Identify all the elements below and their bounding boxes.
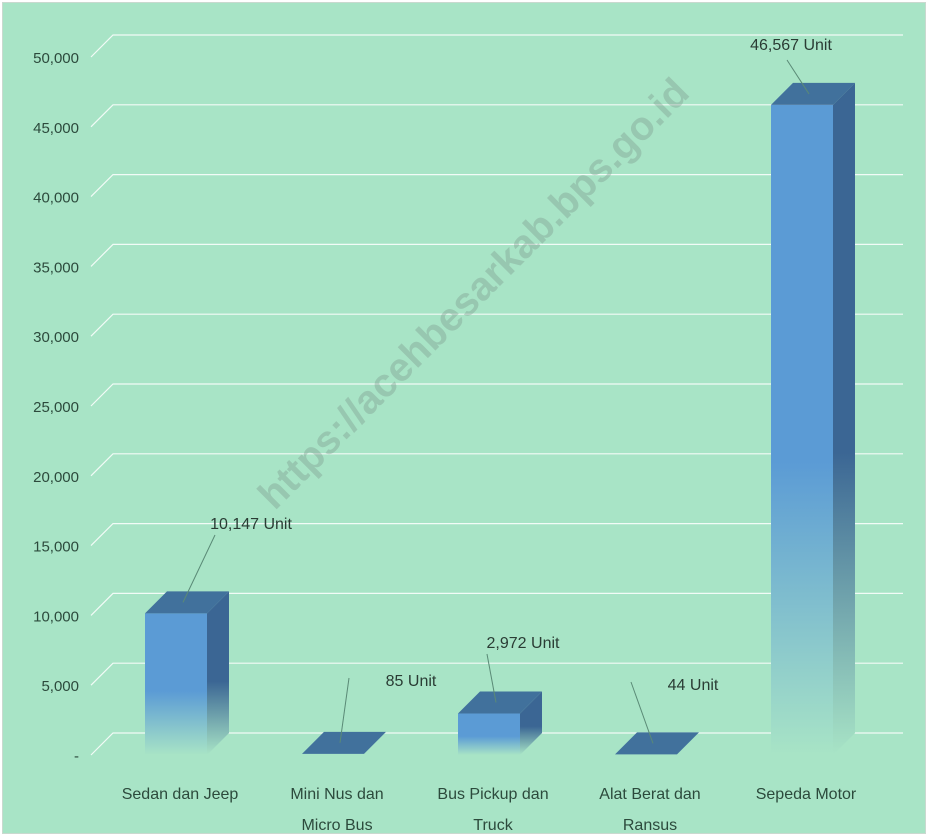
data-label: 10,147 Unit [210,516,292,533]
gridline [90,453,903,477]
gridline [90,313,903,337]
gridline [90,523,903,547]
bar [458,691,542,755]
gridline [90,243,903,267]
gridline [90,34,903,58]
data-label-leader [786,59,810,95]
gridline [90,174,903,198]
bar-front-face [771,104,833,755]
y-tick-label: 15,000 [33,539,79,556]
category-label: Mini Nus dan Micro Bus [290,786,383,834]
bar-side-face [207,591,229,755]
y-tick-label: 5,000 [41,678,79,695]
data-label-leader [182,534,216,603]
bar [771,82,855,755]
bar-side-face [833,82,855,755]
bar-front-face [458,713,520,755]
gridline [90,383,903,407]
category-label-line: Sepeda Motor [756,786,857,803]
y-tick-label: 20,000 [33,469,79,486]
data-label-leader [486,653,497,703]
bar-top-face [771,82,855,105]
bar-chart: - 5,000 10,000 15,000 20,000 25,000 30,000 35,0… [33,34,903,834]
y-tick-label: 45,000 [33,120,79,137]
y-tick-label: 40,000 [33,190,79,207]
y-tick-label: 10,000 [33,608,79,625]
data-label: 46,567 Unit [750,37,832,54]
category-label-line: Alat Berat dan [599,786,700,803]
gridline [90,662,903,686]
category-label-line: Sedan dan Jeep [122,786,239,803]
category-label-line: Truck [473,817,513,834]
bar-side-face [520,691,542,755]
category-label-line: Micro Bus [301,817,372,834]
y-tick-label: 50,000 [33,50,79,67]
bar-top-face [615,732,699,755]
bar-top-face [458,691,542,714]
category-label: Sepeda Motor [756,786,857,803]
category-label-line: Mini Nus dan [290,786,383,803]
y-tick-label: 25,000 [33,399,79,416]
data-label: 2,972 Unit [487,635,560,652]
y-tick-label: 35,000 [33,259,79,276]
bar [145,591,229,755]
category-label-line: Ransus [623,817,677,834]
bar-front-face [145,613,207,755]
data-label: 44 Unit [668,677,719,694]
bar [615,732,699,755]
data-label-leader [630,681,654,744]
category-label: Sedan dan Jeep [122,786,239,803]
y-tick-label: 30,000 [33,329,79,346]
bar [302,731,386,754]
bar-top-face [145,591,229,614]
category-label: Bus Pickup dan Truck [437,786,548,834]
data-label: 85 Unit [386,673,437,690]
data-label-leader [339,677,350,743]
bar-top-face [302,731,386,754]
gridline [90,592,903,616]
category-label: Alat Berat dan Ransus [599,786,700,834]
category-label-line: Bus Pickup dan [437,786,548,803]
y-tick-label: - [74,748,79,765]
watermark-text: https://acehbesarkab.bps.go.id [250,70,698,518]
gridline [90,104,903,128]
